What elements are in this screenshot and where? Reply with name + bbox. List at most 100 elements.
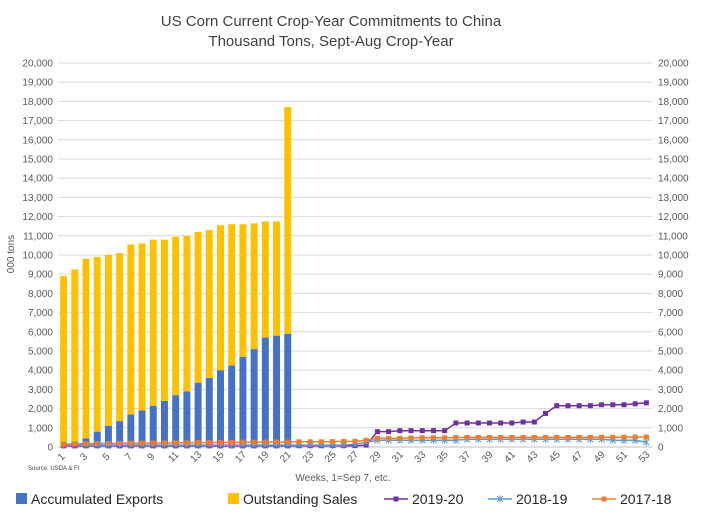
chart-title: US Corn Current Crop-Year Commitments to… [161,13,502,30]
y-tick-label: 19,000 [22,78,53,89]
point-2017-18 [565,434,571,440]
bar-accumulated-exports [228,365,236,447]
y-tick-label: 2,000 [28,404,53,415]
legend-label-2019-20: 2019-20 [412,491,464,507]
point-2017-18 [453,435,459,441]
point-2017-18 [105,441,111,447]
bar-accumulated-exports [250,349,258,447]
bar-accumulated-exports [149,405,157,447]
legend-label-outstanding-sales: Outstanding Sales [243,491,357,507]
point-2017-18 [486,434,492,440]
bar-outstanding-sales [127,244,135,415]
bar-accumulated-exports [104,425,112,447]
point-2017-18 [184,440,190,446]
y-tick-label: 5,000 [28,347,53,358]
point-2017-18 [442,435,448,441]
point-2019-20 [643,400,649,406]
x-tick-label: 3 [78,451,90,463]
bar-outstanding-sales [183,235,191,392]
bar-accumulated-exports [116,421,124,447]
y-tick-label: 17,000 [22,116,53,127]
bar-outstanding-sales [228,224,236,366]
point-2017-18 [83,441,89,447]
bar-outstanding-sales [194,231,202,383]
bar-accumulated-exports [160,400,168,447]
point-2019-20 [520,419,526,425]
bar-outstanding-sales [71,269,79,443]
legend-label-accumulated-exports: Accumulated Exports [31,491,163,507]
point-2019-20 [576,403,582,409]
x-tick-label: 13 [189,449,205,465]
y-tick-label-right: 3,000 [658,385,683,396]
x-tick-label: 23 [301,449,317,465]
x-tick-label: 21 [278,449,294,465]
bar-accumulated-exports [138,410,146,447]
point-2019-20 [587,403,593,409]
x-tick-label: 7 [123,451,135,463]
point-2019-20 [554,403,560,409]
bar-accumulated-exports [172,395,180,447]
point-2019-20 [486,420,492,426]
x-axis-label: Weeks, 1=Sep 7, etc. [295,473,390,484]
point-2017-18 [408,435,414,441]
y-tick-label: 14,000 [22,174,53,185]
point-2017-18 [61,441,67,447]
point-2017-18 [173,440,179,446]
x-tick-label: 53 [637,449,653,465]
bar-accumulated-exports [217,370,224,447]
y-tick-label-right: 13,000 [658,193,689,204]
point-2019-20 [599,402,605,408]
point-2017-18 [262,439,268,445]
y-tick-label-right: 12,000 [658,212,689,223]
point-2017-18 [643,434,649,440]
point-2017-18 [117,440,123,446]
y-tick-label-right: 10,000 [658,251,689,262]
point-2019-20 [442,428,448,434]
point-2017-18 [419,435,425,441]
x-tick-label: 39 [480,449,496,465]
bar-outstanding-sales [172,236,180,396]
point-2017-18 [430,435,436,441]
legend-marker-2019-20 [393,496,399,502]
point-2019-20 [565,403,571,409]
point-2017-18 [341,438,347,444]
y-tick-label-right: 11,000 [658,231,688,242]
point-2019-20 [430,428,436,434]
point-2017-18 [229,439,235,445]
y-tick-label: 13,000 [22,193,53,204]
x-axis-ticks: 1 3 5 7 9 11 13 15 17 19 21 23 25 27 29 31 33 35 37 39 41 43 4… [56,449,653,465]
point-2017-18 [218,439,224,445]
legend-label-2018-19: 2018-19 [516,491,568,507]
point-2017-18 [610,434,616,440]
point-2019-20 [531,419,537,425]
y-tick-label-right: 1,000 [658,423,683,434]
point-2017-18 [296,439,302,445]
y-tick-label-right: 8,000 [658,289,683,300]
x-tick-label: 29 [368,449,384,465]
y-tick-label-right: 6,000 [658,327,683,338]
point-2019-20 [386,429,392,435]
y-tick-label-right: 17,000 [658,116,689,127]
bar-accumulated-exports [284,333,292,447]
x-tick-label: 33 [413,449,429,465]
point-2017-18 [386,435,392,441]
point-2017-18 [72,441,78,447]
bar-outstanding-sales [160,239,168,401]
bar-accumulated-exports [239,356,247,447]
x-tick-label: 41 [502,449,518,465]
point-2017-18 [363,437,369,443]
x-tick-label: 25 [323,449,339,465]
point-2017-18 [285,439,291,445]
bar-accumulated-exports [273,335,281,447]
point-2017-18 [251,439,257,445]
bar-outstanding-sales [93,256,101,432]
y-tick-label: 9,000 [28,270,53,281]
bar-outstanding-sales [273,221,281,336]
y-tick-label: 4,000 [28,366,53,377]
y-tick-label: 12,000 [22,212,53,223]
legend: Accumulated Exports Outstanding Sales 2019… [16,491,672,507]
bar-outstanding-sales [104,255,112,426]
point-2017-18 [599,434,605,440]
bar-outstanding-sales [250,223,258,350]
point-2017-18 [632,434,638,440]
